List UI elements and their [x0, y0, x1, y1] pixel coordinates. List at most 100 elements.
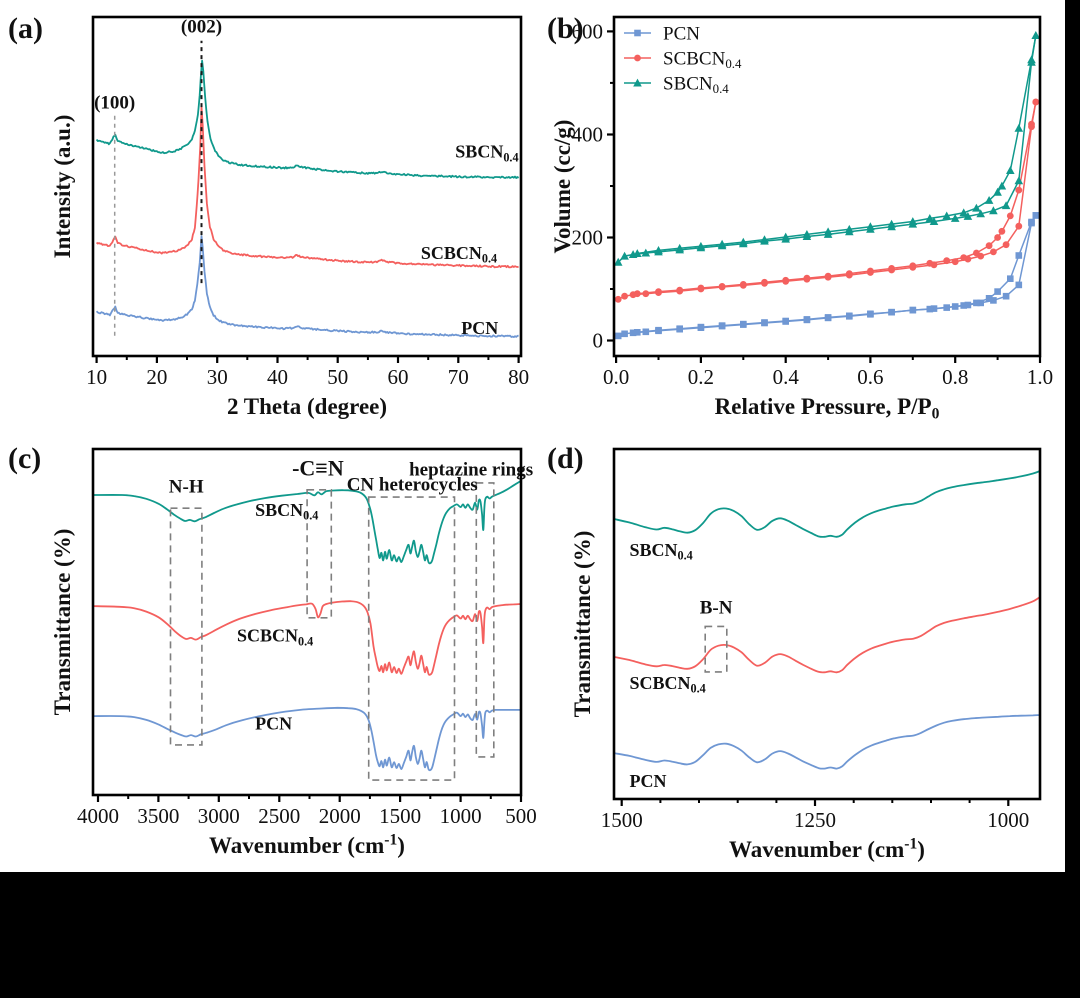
marker-SBCN0.4	[613, 257, 623, 266]
marker-SBCN0.4	[925, 214, 935, 222]
marker-PCN	[621, 330, 628, 338]
panel-b-isotherm-chart: 0.0 0.2 0.4 0.6 0.8 1.0 0 200 400 600 Relative Pre…	[550, 15, 1053, 423]
x-tick-label: 3500	[137, 804, 179, 828]
marker-PCN	[1002, 292, 1010, 300]
x-tick-label: 1.0	[1027, 365, 1053, 389]
y-tick-label: 0	[593, 329, 604, 353]
x-tick-label: 80	[508, 365, 529, 389]
marker-SBCN0.4	[633, 249, 642, 257]
marker-SCBCN0.4	[739, 281, 747, 288]
marker-PCN	[655, 326, 662, 334]
series-line-SCBCN0.4	[613, 596, 1041, 674]
marker-SBCN0.4	[717, 239, 727, 248]
x-tick-label: 2000	[319, 804, 361, 828]
marker-SBCN0.4	[976, 209, 985, 218]
marker-SCBCN0.4	[761, 278, 768, 286]
series-label-SCBCN0.4: SCBCN0.4	[421, 243, 497, 266]
marker-SBCN0.4	[993, 187, 1002, 196]
series-line-PCN	[92, 706, 521, 772]
annotation-label: N-H	[169, 476, 204, 497]
marker-PCN	[977, 299, 984, 307]
marker-SCBCN0.4	[676, 286, 684, 294]
panel-a-letter: (a)	[8, 12, 43, 45]
series-label-SCBCN0.4: SCBCN0.4	[630, 673, 706, 696]
marker-SCBCN0.4	[943, 257, 951, 265]
marker-SCBCN0.4	[655, 288, 662, 295]
marker-SBCN0.4	[620, 251, 629, 260]
marker-SCBCN0.4	[985, 242, 993, 250]
x-tick-label: 60	[388, 365, 409, 389]
marker-SCBCN0.4	[973, 249, 980, 257]
marker-SCBCN0.4	[1006, 212, 1014, 220]
series-line-SCBCN0.4-desorption	[637, 101, 1037, 295]
x-tick-label: 1500	[379, 804, 421, 828]
marker-SBCN0.4	[1027, 55, 1036, 64]
marker-SCBCN0.4	[1028, 120, 1035, 128]
x-tick-label: 1250	[794, 808, 836, 832]
marker-PCN	[824, 314, 832, 321]
marker-PCN	[1007, 275, 1014, 282]
x-tick-label: 10	[86, 365, 107, 389]
marker-PCN	[629, 329, 637, 337]
series-group	[613, 31, 1041, 340]
marker-PCN	[718, 322, 726, 329]
y-tick-label: 200	[572, 226, 604, 250]
annotation-box	[704, 625, 728, 673]
annotation-box	[169, 507, 203, 746]
series-line-SBCN0.4-adsorption	[617, 35, 1037, 263]
panel-c-letter: (c)	[8, 442, 42, 475]
marker-SBCN0.4	[696, 241, 706, 250]
marker-SCBCN0.4	[621, 292, 628, 300]
marker-PCN	[994, 288, 1001, 295]
marker-SCBCN0.4	[888, 265, 895, 272]
x-tick-label: 0.2	[688, 365, 714, 389]
marker-SBCN0.4	[1014, 123, 1024, 132]
series-line-SCBCN0.4	[92, 600, 522, 676]
x-tick-label: 30	[207, 365, 228, 389]
marker-SBCN0.4	[887, 219, 896, 228]
marker-SBCN0.4	[997, 181, 1007, 190]
marker-SBCN0.4	[760, 235, 769, 244]
marker-SBCN0.4	[675, 243, 684, 252]
marker-SCBCN0.4	[1015, 186, 1023, 194]
annotation-label: B-N	[700, 598, 733, 619]
series-line-SBCN0.4	[613, 470, 1041, 538]
marker-SCBCN0.4	[803, 274, 811, 282]
series-label-SCBCN0.4: SCBCN0.4	[237, 626, 313, 649]
marker-PCN	[888, 308, 895, 316]
plot-frame	[91, 447, 523, 797]
marker-SBCN0.4	[950, 214, 960, 222]
marker-PCN	[990, 297, 997, 304]
x-tick-label: 3000	[198, 804, 240, 828]
marker-SCBCN0.4	[867, 267, 874, 275]
marker-SBCN0.4	[845, 224, 854, 233]
marker-SBCN0.4	[989, 206, 998, 215]
series-line-PCN	[95, 235, 519, 338]
marker-SCBCN0.4	[994, 234, 1001, 241]
x-tick-label: 0.0	[603, 365, 629, 389]
plot-frame	[91, 15, 523, 358]
annotation-label: heptazine rings	[409, 460, 533, 481]
marker-SBCN0.4	[781, 232, 790, 241]
marker-SBCN0.4	[802, 230, 812, 238]
marker-PCN	[973, 299, 980, 307]
panel-d-letter: (d)	[547, 442, 584, 475]
marker-SBCN0.4	[984, 196, 994, 204]
marker-SCBCN0.4	[718, 283, 726, 290]
panel-b-letter: (b)	[547, 12, 584, 45]
series-group	[95, 59, 520, 338]
series-label-PCN: PCN	[461, 318, 498, 338]
y-axis-title: Intensity (a.u.)	[50, 115, 75, 259]
y-axis-title: Volume (cc/g)	[550, 120, 575, 254]
marker-PCN	[1032, 212, 1040, 219]
x-tick-label: 1000	[440, 804, 482, 828]
marker-PCN	[614, 332, 622, 340]
marker-PCN	[1015, 252, 1023, 259]
marker-SBCN0.4	[972, 203, 981, 212]
marker-SCBCN0.4	[1002, 241, 1010, 249]
x-tick-label: 4000	[77, 804, 119, 828]
x-tick-label: 20	[146, 365, 167, 389]
marker-SCBCN0.4	[782, 276, 790, 284]
marker-SCBCN0.4	[614, 295, 622, 303]
marker-SBCN0.4	[866, 222, 875, 231]
